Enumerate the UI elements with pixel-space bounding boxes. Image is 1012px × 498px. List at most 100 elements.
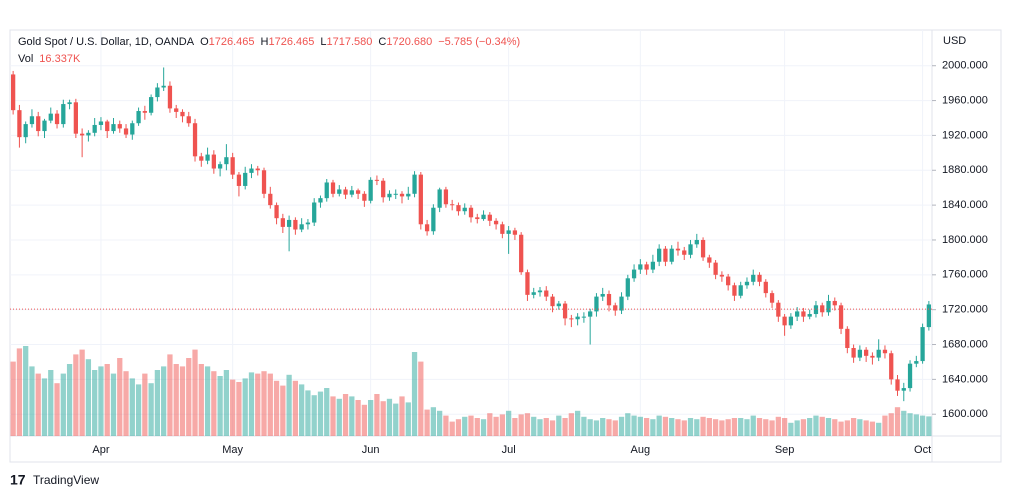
change: −5.785 (−0.34%) [438, 36, 520, 48]
candle-body [657, 248, 662, 262]
volume-bar [499, 414, 505, 436]
candle-body [412, 174, 417, 194]
candle-body [719, 274, 725, 277]
volume-bar [35, 373, 41, 436]
candle-body [148, 97, 154, 113]
candle-body [757, 274, 762, 282]
volume-bar [380, 401, 386, 436]
volume-bar [255, 373, 261, 436]
volume-bar [675, 419, 681, 436]
candle-body [387, 193, 392, 198]
volume-bar [894, 407, 901, 436]
candle-body [61, 104, 66, 125]
candle-body [619, 296, 624, 311]
y-tick-label: 1680.000 [942, 338, 988, 350]
candle-body [744, 281, 750, 286]
volume-bar [612, 420, 618, 436]
volume-bar [98, 366, 104, 436]
candle-body [675, 248, 681, 251]
volume-bar [41, 378, 48, 436]
candle-body [381, 180, 386, 198]
candle-body [293, 219, 298, 230]
candle-body [230, 157, 235, 175]
volume-bar [135, 384, 142, 436]
volume-bar [261, 371, 267, 436]
candle-body [569, 318, 574, 320]
x-tick-label: Sep [775, 444, 795, 456]
ohlc-key: L [320, 36, 326, 48]
volume-bar [167, 354, 173, 436]
volume-bar [687, 418, 694, 436]
volume-bar [386, 398, 393, 436]
ohlc-key: H [261, 36, 269, 48]
volume-bar [650, 419, 656, 436]
volume-bar [299, 384, 305, 436]
volume-bar [813, 415, 819, 436]
candle-body [98, 121, 104, 125]
candle-body [186, 116, 191, 124]
volume-bar [236, 382, 242, 436]
candle-body [795, 311, 800, 317]
candle-body [211, 154, 216, 169]
volume-bar [738, 418, 744, 436]
volume-bar [16, 348, 23, 436]
candle-body [613, 305, 618, 311]
volume-bar [173, 364, 179, 436]
candle-body [36, 116, 41, 132]
volume-bar [242, 378, 248, 436]
volume-bar [756, 418, 763, 436]
candle-body [305, 222, 311, 225]
candle-body [776, 302, 781, 317]
candle-body [450, 204, 455, 206]
candle-body [174, 108, 179, 112]
volume-bar [788, 422, 794, 436]
candle-body [713, 262, 718, 275]
y-tick-label: 1960.000 [942, 94, 988, 106]
candle-body [631, 269, 637, 279]
volume-bar [418, 361, 424, 436]
candle-body [606, 293, 612, 306]
y-tick-label: 1760.000 [942, 269, 988, 281]
candle-body [249, 168, 254, 173]
candle-body [11, 74, 16, 111]
volume-bar [267, 373, 273, 436]
volume-bar [568, 413, 574, 436]
ohlc-value: 1726.465 [209, 36, 255, 48]
volume-bar [60, 373, 66, 436]
candle-body [337, 189, 342, 194]
candle-body [851, 348, 856, 358]
candle-body [926, 304, 931, 328]
x-tick-label: May [222, 444, 243, 456]
candle-body [161, 85, 166, 88]
candle-body [280, 218, 285, 227]
volume-bar [192, 349, 198, 436]
volume-bar [148, 383, 154, 436]
y-tick-label: 1720.000 [942, 304, 988, 316]
candle-body [86, 132, 91, 136]
volume-bar [725, 419, 731, 436]
candle-body [105, 121, 110, 132]
candle-body [838, 305, 844, 329]
volume-layer [10, 346, 932, 436]
candle-body [832, 300, 837, 306]
volume-bar [744, 419, 750, 436]
candle-body [355, 190, 361, 194]
volume-bar [518, 414, 524, 436]
candle-body [443, 189, 449, 205]
candle-body [820, 305, 825, 313]
brand: 17 TradingView [10, 472, 99, 488]
candle-body [506, 230, 511, 234]
candle-body [362, 193, 367, 201]
volume-bar [424, 409, 430, 436]
volume-bar [574, 410, 581, 436]
candle-body [136, 111, 141, 124]
volume-bar [324, 388, 330, 436]
candle-body [437, 189, 442, 208]
volume-bar [23, 346, 29, 436]
candle-body [889, 353, 894, 380]
candle-body [700, 239, 706, 258]
candle-body [456, 205, 461, 212]
candle-body [638, 264, 643, 270]
ohlc-value: 1717.580 [327, 36, 373, 48]
candle-body [512, 230, 518, 235]
